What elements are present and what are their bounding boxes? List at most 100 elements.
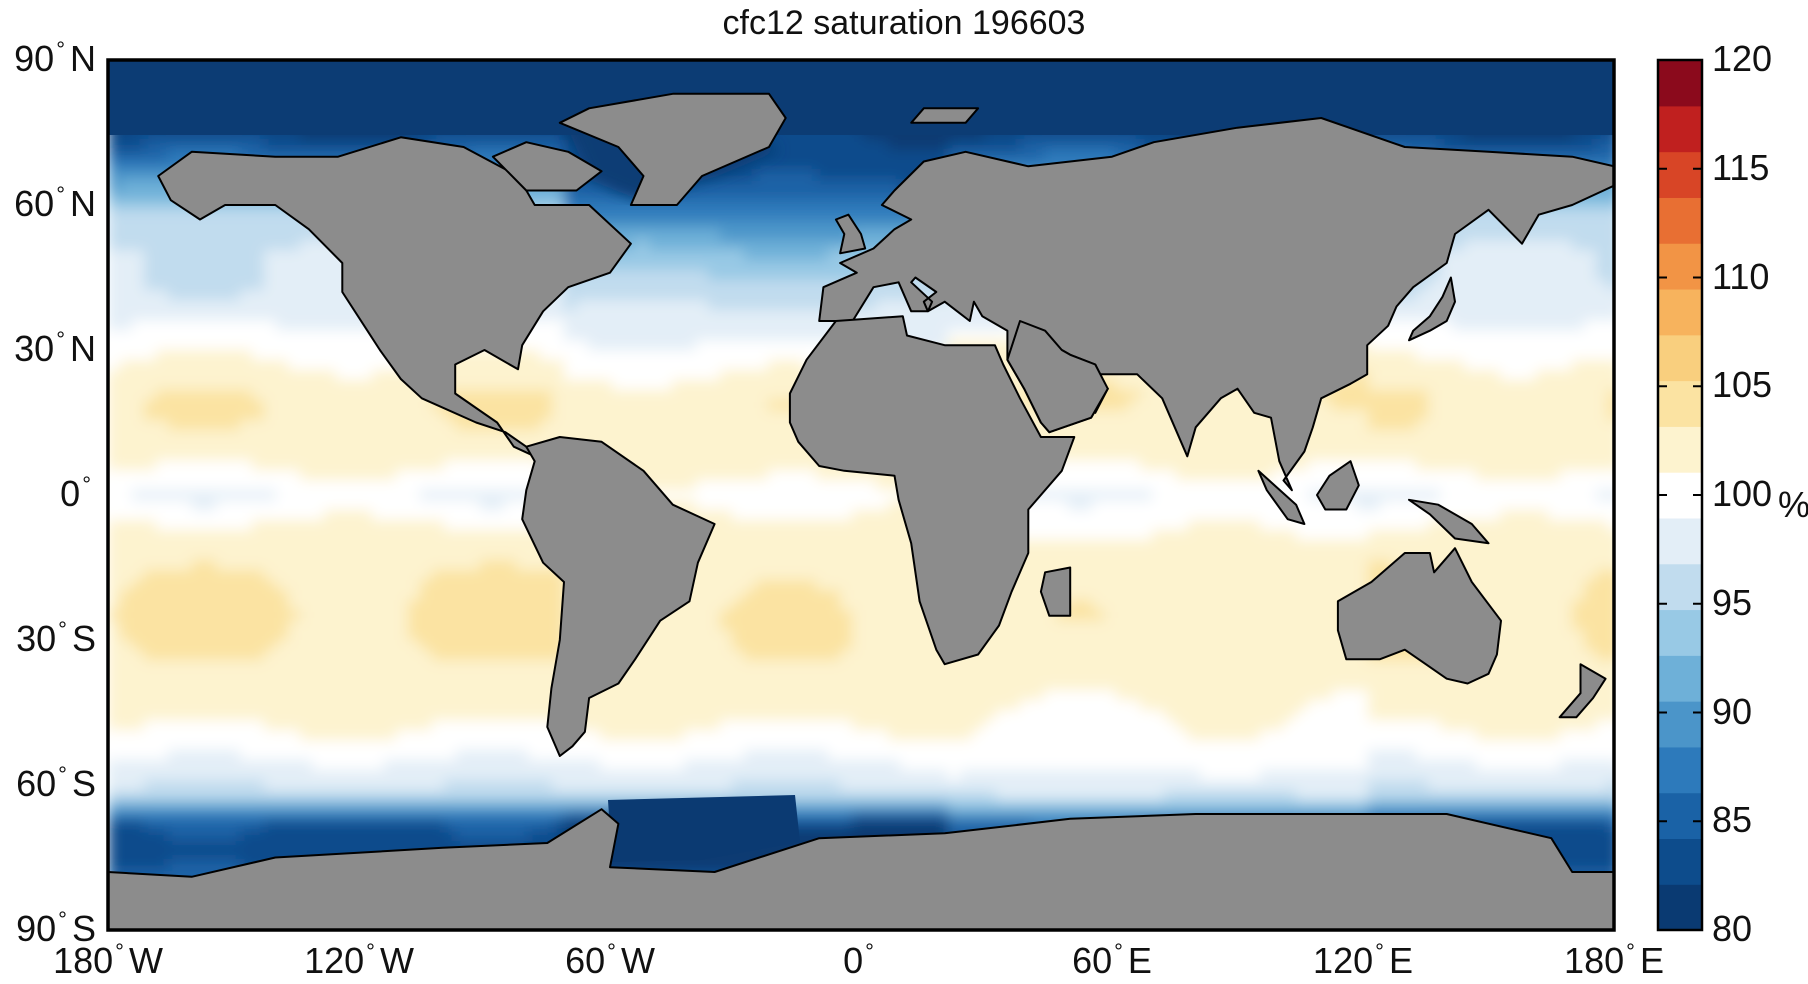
- field-cell: [456, 380, 469, 391]
- field-cell: [744, 410, 757, 421]
- field-cell: [756, 280, 769, 291]
- field-cell: [1524, 270, 1537, 281]
- field-cell: [348, 390, 361, 401]
- field-cell: [180, 220, 193, 231]
- field-cell: [312, 290, 325, 301]
- field-cell: [396, 130, 409, 141]
- field-cell: [1524, 290, 1537, 301]
- field-cell: [492, 370, 505, 381]
- field-cell: [564, 430, 577, 441]
- field-cell: [228, 300, 241, 311]
- field-cell: [1368, 370, 1381, 381]
- field-cell: [1548, 210, 1561, 221]
- field-cell: [1452, 320, 1465, 331]
- field-cell: [228, 310, 241, 321]
- field-cell: [192, 350, 205, 361]
- field-cell: [132, 210, 145, 221]
- field-cell: [324, 270, 337, 281]
- field-cell: [1092, 430, 1105, 441]
- field-cell: [636, 360, 649, 371]
- field-cell: [732, 430, 745, 441]
- field-cell: [768, 290, 781, 301]
- field-cell: [756, 330, 769, 341]
- field-cell: [132, 200, 145, 211]
- field-cell: [240, 360, 253, 371]
- field-cell: [156, 150, 169, 161]
- field-cell: [720, 410, 733, 421]
- field-cell: [1248, 440, 1261, 451]
- field-cell: [1584, 330, 1597, 341]
- field-cell: [684, 210, 697, 221]
- field-cell: [1596, 320, 1609, 331]
- field-cell: [732, 180, 745, 191]
- field-cell: [708, 430, 721, 441]
- field-cell: [924, 320, 937, 331]
- field-cell: [120, 150, 133, 161]
- field-cell: [816, 240, 829, 251]
- field-cell: [732, 300, 745, 311]
- field-cell: [672, 200, 685, 211]
- field-cell: [1560, 400, 1573, 411]
- field-cell: [1128, 370, 1141, 381]
- field-cell: [1488, 320, 1501, 331]
- field-cell: [816, 260, 829, 271]
- field-cell: [1572, 210, 1585, 221]
- field-cell: [120, 440, 133, 451]
- field-cell: [312, 300, 325, 311]
- field-cell: [768, 360, 781, 371]
- field-cell: [564, 300, 577, 311]
- field-cell: [1128, 390, 1141, 401]
- field-cell: [456, 140, 469, 151]
- field-cell: [684, 220, 697, 231]
- field-cell: [108, 350, 121, 361]
- field-cell: [744, 360, 757, 371]
- field-cell: [120, 330, 133, 341]
- field-cell: [1092, 410, 1105, 421]
- field-cell: [240, 210, 253, 221]
- field-cell: [564, 290, 577, 301]
- field-cell: [780, 410, 793, 421]
- field-cell: [1380, 430, 1393, 441]
- field-cell: [216, 330, 229, 341]
- field-cell: [132, 260, 145, 271]
- field-cell: [1512, 370, 1525, 381]
- field-cell: [1560, 230, 1573, 241]
- field-cell: [1380, 130, 1393, 141]
- field-cell: [192, 300, 205, 311]
- field-cell: [1104, 410, 1117, 421]
- field-cell: [372, 420, 385, 431]
- field-cell: [252, 440, 265, 451]
- field-cell: [216, 130, 229, 141]
- field-cell: [1380, 440, 1393, 451]
- chart-title: cfc12 saturation 196603: [722, 4, 1086, 42]
- field-cell: [180, 330, 193, 341]
- field-cell: [780, 130, 793, 141]
- field-cell: [1260, 430, 1273, 441]
- field-cell: [1032, 130, 1045, 141]
- field-cell: [732, 200, 745, 211]
- field-cell: [276, 420, 289, 431]
- field-cell: [1308, 440, 1321, 451]
- field-cell: [528, 430, 541, 441]
- field-cell: [828, 270, 841, 281]
- field-cell: [204, 320, 217, 331]
- field-cell: [1560, 240, 1573, 251]
- field-cell: [120, 290, 133, 301]
- field-cell: [768, 390, 781, 401]
- field-cell: [1464, 440, 1477, 451]
- field-cell: [756, 450, 769, 461]
- field-cell: [1608, 440, 1614, 451]
- field-cell: [768, 150, 781, 161]
- field-cell: [792, 310, 805, 321]
- field-cell: [264, 280, 277, 291]
- field-cell: [480, 430, 493, 441]
- field-cell: [1596, 270, 1609, 281]
- field-cell: [372, 430, 385, 441]
- field-cell: [588, 410, 601, 421]
- field-cell: [132, 410, 145, 421]
- field-cell: [684, 420, 697, 431]
- field-cell: [1476, 210, 1489, 221]
- field-cell: [1176, 130, 1189, 141]
- field-cell: [732, 390, 745, 401]
- field-cell: [900, 320, 913, 331]
